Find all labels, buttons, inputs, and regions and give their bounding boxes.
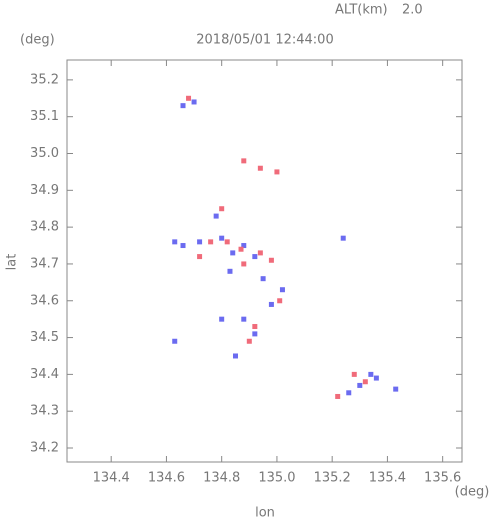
y-tick-label: 34.4 bbox=[30, 367, 59, 382]
echo-point bbox=[208, 239, 214, 245]
x-tick-label: 134.6 bbox=[148, 471, 185, 486]
echo-point bbox=[257, 250, 263, 256]
echo-point bbox=[252, 254, 258, 260]
y-tick-label: 35.0 bbox=[30, 146, 59, 161]
echo-point bbox=[180, 243, 186, 249]
plot-frame bbox=[66, 59, 463, 463]
echo-point bbox=[368, 371, 374, 377]
echo-point bbox=[180, 103, 186, 109]
echo-point bbox=[362, 379, 368, 385]
y-tick-label: 34.9 bbox=[30, 183, 59, 198]
echo-point bbox=[241, 243, 247, 249]
echo-point bbox=[393, 386, 399, 392]
y-tick-label: 34.6 bbox=[30, 293, 59, 308]
y-tick-label: 34.3 bbox=[30, 404, 59, 419]
altitude-label: ALT(km) bbox=[335, 3, 388, 18]
echo-point bbox=[213, 213, 219, 219]
y-tick-label: 34.5 bbox=[30, 330, 59, 345]
echo-point bbox=[268, 301, 274, 307]
echo-point bbox=[279, 287, 285, 293]
x-tick-label: 134.8 bbox=[203, 471, 240, 486]
altitude-value: 2.0 bbox=[402, 3, 423, 18]
echo-point bbox=[241, 316, 247, 322]
echo-point bbox=[232, 353, 238, 359]
y-tick-label: 34.8 bbox=[30, 220, 59, 235]
echo-point bbox=[227, 268, 233, 274]
x-label: lon bbox=[255, 506, 275, 521]
echo-point bbox=[186, 95, 192, 101]
echo-point bbox=[224, 239, 230, 245]
echo-point bbox=[238, 246, 244, 252]
x-tick-label: 135.2 bbox=[314, 471, 351, 486]
x-unit: (deg) bbox=[455, 485, 490, 500]
echo-point bbox=[219, 316, 225, 322]
y-unit: (deg) bbox=[20, 33, 55, 48]
echo-point bbox=[351, 371, 357, 377]
echo-point bbox=[252, 324, 258, 330]
y-tick-label: 35.1 bbox=[30, 109, 59, 124]
x-tick-label: 134.4 bbox=[93, 471, 130, 486]
echo-point bbox=[335, 393, 341, 399]
echo-point bbox=[219, 206, 225, 212]
echo-point bbox=[357, 382, 363, 388]
echo-point bbox=[197, 239, 203, 245]
echo-point bbox=[274, 169, 280, 175]
echo-point bbox=[230, 250, 236, 256]
echo-point bbox=[260, 276, 266, 282]
echo-point bbox=[172, 239, 178, 245]
y-tick-label: 34.2 bbox=[30, 441, 59, 456]
x-tick-label: 135.6 bbox=[424, 471, 461, 486]
echo-point bbox=[346, 390, 352, 396]
echo-point bbox=[268, 257, 274, 263]
echo-point bbox=[340, 235, 346, 241]
echo-point bbox=[219, 235, 225, 241]
y-label: lat bbox=[5, 254, 20, 271]
echo-point bbox=[191, 99, 197, 105]
echo-point bbox=[252, 331, 258, 337]
x-tick-label: 135.4 bbox=[369, 471, 406, 486]
x-tick-label: 135.0 bbox=[258, 471, 295, 486]
echo-point bbox=[197, 254, 203, 260]
echo-point bbox=[246, 338, 252, 344]
echo-point bbox=[257, 165, 263, 171]
echo-point bbox=[241, 261, 247, 267]
chart-title: 2018/05/01 12:44:00 bbox=[196, 33, 333, 48]
echo-point bbox=[172, 338, 178, 344]
echo-point bbox=[277, 298, 283, 304]
echo-point bbox=[241, 158, 247, 164]
y-tick-label: 34.7 bbox=[30, 256, 59, 271]
y-tick-label: 35.2 bbox=[30, 72, 59, 87]
echo-point bbox=[373, 375, 379, 381]
